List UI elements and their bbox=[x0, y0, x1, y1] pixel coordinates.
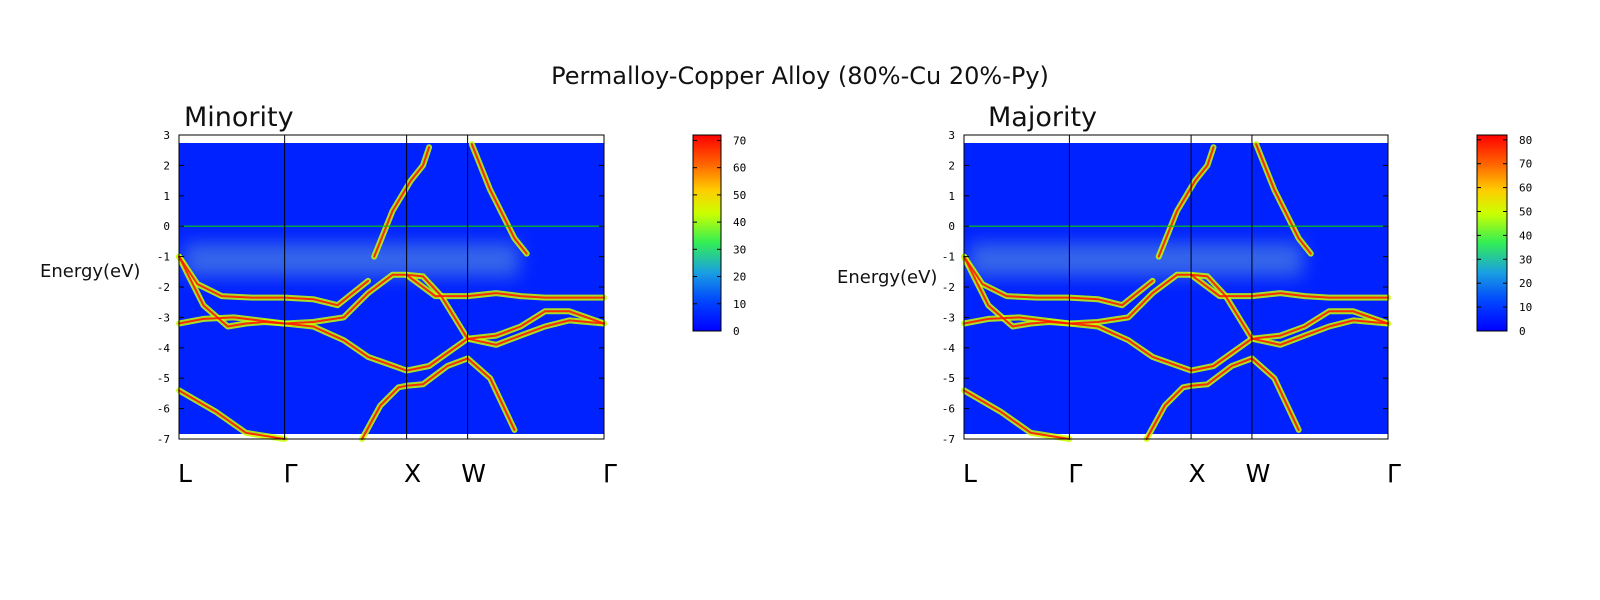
panel-title-minority: Minority bbox=[184, 102, 294, 133]
band-line-0 bbox=[178, 389, 286, 440]
y-axis-label-minority: Energy(eV) bbox=[40, 261, 141, 282]
colorbar-tick-label: 10 bbox=[1519, 301, 1532, 314]
band-line-8 bbox=[405, 273, 605, 299]
figure-title: Permalloy-Copper Alloy (80%-Cu 20%-Py) bbox=[551, 62, 1049, 90]
y-tick-label: -5 bbox=[942, 372, 955, 385]
colorbar bbox=[692, 134, 722, 332]
band-line-7 bbox=[1255, 143, 1312, 255]
colorbar-tick-label: 70 bbox=[733, 134, 746, 147]
k-point-label: W bbox=[1246, 459, 1271, 488]
colorbar-tick-label: 20 bbox=[1519, 277, 1532, 290]
colorbar-tick-label: 30 bbox=[733, 243, 746, 256]
y-tick-label: -4 bbox=[157, 342, 171, 355]
y-tick-label: 0 bbox=[948, 220, 955, 233]
colorbar-tick-label: 30 bbox=[1519, 253, 1532, 266]
colorbar-tick-label: 0 bbox=[733, 325, 740, 338]
colorbar-tick-label: 50 bbox=[733, 189, 746, 202]
y-tick-label: -1 bbox=[157, 251, 170, 264]
y-axis-label-majority: Energy(eV) bbox=[837, 267, 938, 288]
band-line-7 bbox=[470, 143, 528, 255]
band-line-4 bbox=[1068, 322, 1253, 372]
band-line-10 bbox=[1250, 319, 1389, 346]
y-tick-label: 2 bbox=[163, 159, 170, 172]
k-point-label: X bbox=[1189, 459, 1206, 488]
k-point-label: Γ bbox=[1068, 459, 1082, 488]
band-line-4 bbox=[283, 322, 469, 372]
colorbar-tick-label: 60 bbox=[733, 162, 746, 175]
y-tick-label: -6 bbox=[157, 403, 170, 416]
colorbar-tick-label: 0 bbox=[1519, 325, 1526, 338]
band-line-5 bbox=[1145, 357, 1300, 440]
k-point-label: Γ bbox=[1387, 459, 1401, 488]
band-line-9 bbox=[466, 310, 605, 340]
band-line-10 bbox=[466, 319, 605, 346]
k-point-label: W bbox=[461, 459, 486, 488]
colorbar-tick-label: 70 bbox=[1519, 158, 1532, 171]
band-line-5 bbox=[361, 357, 516, 440]
y-tick-label: -7 bbox=[942, 433, 955, 446]
colorbar-tick-label: 40 bbox=[733, 216, 746, 229]
panel-title-majority: Majority bbox=[988, 102, 1098, 133]
colorbar-tick-label: 60 bbox=[1519, 182, 1532, 195]
y-tick-label: -2 bbox=[157, 281, 170, 294]
y-tick-label: 3 bbox=[163, 129, 170, 142]
k-point-label: X bbox=[404, 459, 421, 488]
y-tick-label: -5 bbox=[157, 372, 170, 385]
y-tick-label: 1 bbox=[948, 190, 955, 203]
k-point-label: L bbox=[178, 459, 192, 488]
heatmap-background bbox=[179, 143, 604, 434]
y-tick-label: -2 bbox=[942, 281, 955, 294]
spectral-haze bbox=[969, 242, 1303, 277]
y-tick-label: 3 bbox=[948, 129, 955, 142]
band-line-2 bbox=[963, 255, 1154, 307]
y-tick-label: -1 bbox=[942, 251, 955, 264]
band-line-9 bbox=[1250, 310, 1389, 340]
k-point-label: L bbox=[963, 459, 977, 488]
k-point-label: Γ bbox=[284, 459, 298, 488]
band-line-1 bbox=[178, 273, 469, 340]
k-point-label: Γ bbox=[603, 459, 617, 488]
colorbar bbox=[1476, 134, 1508, 332]
band-line-3 bbox=[178, 255, 286, 328]
colorbar-tick-label: 40 bbox=[1519, 229, 1532, 242]
y-tick-label: 1 bbox=[163, 190, 170, 203]
band-line-3 bbox=[963, 255, 1071, 328]
y-tick-label: -3 bbox=[157, 311, 170, 324]
y-tick-label: 2 bbox=[948, 159, 955, 172]
spectral-haze bbox=[184, 242, 519, 277]
heatmap-background bbox=[964, 143, 1388, 434]
y-tick-label: -4 bbox=[942, 342, 956, 355]
band-line-8 bbox=[1190, 273, 1389, 299]
y-tick-label: -3 bbox=[942, 311, 955, 324]
y-tick-label: -6 bbox=[942, 403, 955, 416]
band-line-1 bbox=[963, 273, 1253, 340]
y-tick-label: 0 bbox=[163, 220, 170, 233]
colorbar-tick-label: 20 bbox=[733, 271, 746, 284]
band-line-2 bbox=[178, 255, 370, 307]
colorbar-tick-label: 50 bbox=[1519, 205, 1532, 218]
band-line-0 bbox=[963, 389, 1071, 440]
colorbar-tick-label: 80 bbox=[1519, 134, 1532, 147]
colorbar-tick-label: 10 bbox=[733, 298, 746, 311]
y-tick-label: -7 bbox=[157, 433, 170, 446]
